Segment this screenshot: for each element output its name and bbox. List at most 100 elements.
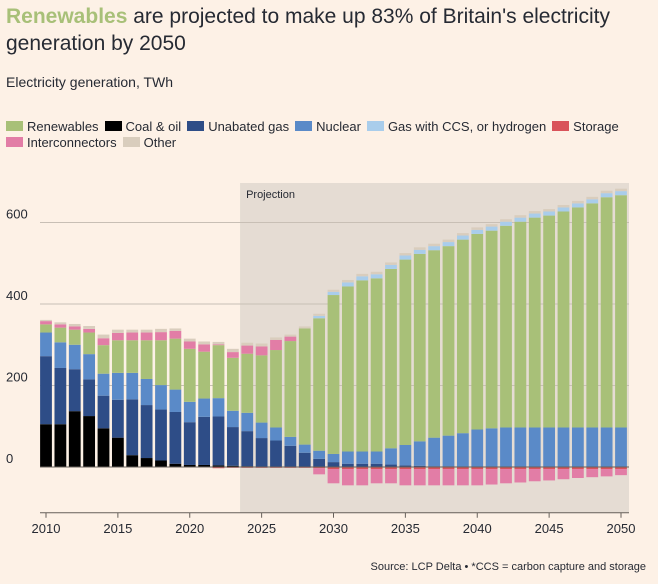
bar-interconnectors-negative-2048 xyxy=(586,469,599,478)
bar-coal-oil-2019 xyxy=(169,463,182,467)
bar-other-2044 xyxy=(528,211,541,214)
bar-nuclear-2012 xyxy=(68,344,81,370)
bar-nuclear-2038 xyxy=(442,435,455,467)
bar-other-2048 xyxy=(586,196,599,200)
bar-interconnectors-negative-2040 xyxy=(471,469,484,486)
bar-other-2049 xyxy=(600,190,613,194)
bar-storage-negative-2037 xyxy=(428,467,441,470)
bar-renewables-2017 xyxy=(140,340,153,379)
bar-gas-with-ccs-or-hydrogen-2049 xyxy=(600,193,613,198)
bar-storage-negative-2039 xyxy=(456,467,469,470)
bar-renewables-2024 xyxy=(241,353,254,413)
bar-unabated-gas-2022 xyxy=(212,416,225,466)
x-tick-label: 2035 xyxy=(391,521,420,536)
bar-interconnectors-negative-2045 xyxy=(543,469,556,481)
x-tick-label: 2040 xyxy=(463,521,492,536)
bar-storage-negative-2042 xyxy=(500,467,512,470)
legend-item: Nuclear xyxy=(295,119,361,135)
y-tick-label: 600 xyxy=(6,207,28,222)
bar-interconnectors-negative-2049 xyxy=(600,469,613,477)
bar-other-2039 xyxy=(456,233,469,236)
bar-renewables-2014 xyxy=(97,345,110,374)
legend-label: Unabated gas xyxy=(208,119,290,134)
legend-label: Coal & oil xyxy=(125,119,182,134)
bar-renewables-2029 xyxy=(313,318,326,451)
bar-interconnectors-negative-2033 xyxy=(370,469,383,484)
legend-swatch xyxy=(6,137,23,147)
bar-storage-negative-2038 xyxy=(442,467,455,470)
bar-renewables-2026 xyxy=(270,350,282,428)
bar-nuclear-2042 xyxy=(500,427,512,467)
bar-nuclear-2017 xyxy=(140,378,153,406)
chart-title: Renewables are projected to make up 83% … xyxy=(6,3,656,57)
bar-interconnectors-negative-2039 xyxy=(456,469,469,486)
bar-nuclear-2028 xyxy=(298,444,311,453)
y-tick-label: 400 xyxy=(6,288,28,303)
bar-renewables-2025 xyxy=(255,355,268,423)
bar-nuclear-2025 xyxy=(255,422,268,439)
bar-interconnectors-negative-2041 xyxy=(485,469,498,485)
bar-renewables-2049 xyxy=(600,197,613,428)
legend-label: Renewables xyxy=(27,119,99,134)
legend: Renewables Coal & oil Unabated gas Nuclear G… xyxy=(6,119,656,151)
bar-gas-with-ccs-or-hydrogen-2031 xyxy=(341,282,354,287)
bar-storage-negative-2045 xyxy=(543,467,556,470)
bar-nuclear-2029 xyxy=(313,450,326,459)
bar-unabated-gas-2021 xyxy=(198,416,211,465)
bar-storage-negative-2044 xyxy=(528,467,541,470)
bar-other-2046 xyxy=(557,204,570,208)
bar-interconnectors-2014 xyxy=(97,338,110,346)
bar-other-2042 xyxy=(500,219,512,222)
bar-renewables-2010 xyxy=(40,324,52,333)
bar-storage-negative-2043 xyxy=(514,467,527,470)
bar-gas-with-ccs-or-hydrogen-2039 xyxy=(456,235,469,240)
bar-nuclear-2044 xyxy=(528,427,541,467)
bar-renewables-2013 xyxy=(83,332,96,355)
x-tick-label: 2030 xyxy=(319,521,348,536)
bar-renewables-2027 xyxy=(284,341,297,437)
bar-nuclear-2013 xyxy=(83,354,96,380)
title-highlight: Renewables xyxy=(6,5,128,28)
bar-unabated-gas-2020 xyxy=(183,422,196,465)
bar-unabated-gas-2015 xyxy=(111,399,124,438)
bar-other-2028 xyxy=(298,326,311,329)
bar-renewables-2039 xyxy=(456,239,469,434)
bar-nuclear-2047 xyxy=(571,427,584,467)
bar-coal-oil-2020 xyxy=(183,464,196,467)
bar-interconnectors-2024 xyxy=(241,345,254,354)
bar-other-2019 xyxy=(169,328,182,331)
bar-interconnectors-negative-2050 xyxy=(615,469,627,476)
bar-renewables-2022 xyxy=(212,345,225,399)
legend-item: Unabated gas xyxy=(187,119,289,135)
bar-renewables-2047 xyxy=(571,207,584,428)
bar-other-2038 xyxy=(442,239,455,243)
legend-swatch xyxy=(295,121,313,131)
bar-nuclear-2041 xyxy=(485,428,498,467)
bar-chart: Projection 0 200 400 600 2010 2015 2020 2025 2030… xyxy=(6,183,635,536)
bar-interconnectors-2016 xyxy=(126,332,139,341)
bar-other-2025 xyxy=(255,343,268,347)
y-tick-label: 200 xyxy=(6,370,28,385)
x-tick-label: 2020 xyxy=(175,521,204,536)
bar-unabated-gas-2031 xyxy=(341,463,354,467)
legend-item: Coal & oil xyxy=(104,119,182,135)
title-rest: are projected to make up 83% of Britain'… xyxy=(6,5,610,55)
legend-label: Storage xyxy=(573,119,619,134)
bar-renewables-2048 xyxy=(586,203,599,428)
bar-storage-negative-2046 xyxy=(557,467,570,470)
bar-storage-negative-2035 xyxy=(399,467,412,470)
bar-interconnectors-negative-2031 xyxy=(341,469,354,486)
bar-renewables-2046 xyxy=(557,211,570,428)
bar-unabated-gas-2019 xyxy=(169,411,182,464)
bar-renewables-2037 xyxy=(428,250,441,438)
bar-other-2027 xyxy=(284,334,297,337)
bar-nuclear-2031 xyxy=(341,451,354,464)
bar-gas-with-ccs-or-hydrogen-2033 xyxy=(370,274,383,279)
bar-storage-negative-2041 xyxy=(485,467,498,470)
bar-unabated-gas-2018 xyxy=(155,409,167,461)
legend-label: Interconnectors xyxy=(27,135,117,150)
bar-nuclear-2045 xyxy=(543,427,556,467)
bar-interconnectors-2021 xyxy=(198,344,211,352)
bar-interconnectors-2013 xyxy=(83,328,96,333)
bar-other-2047 xyxy=(571,200,584,204)
